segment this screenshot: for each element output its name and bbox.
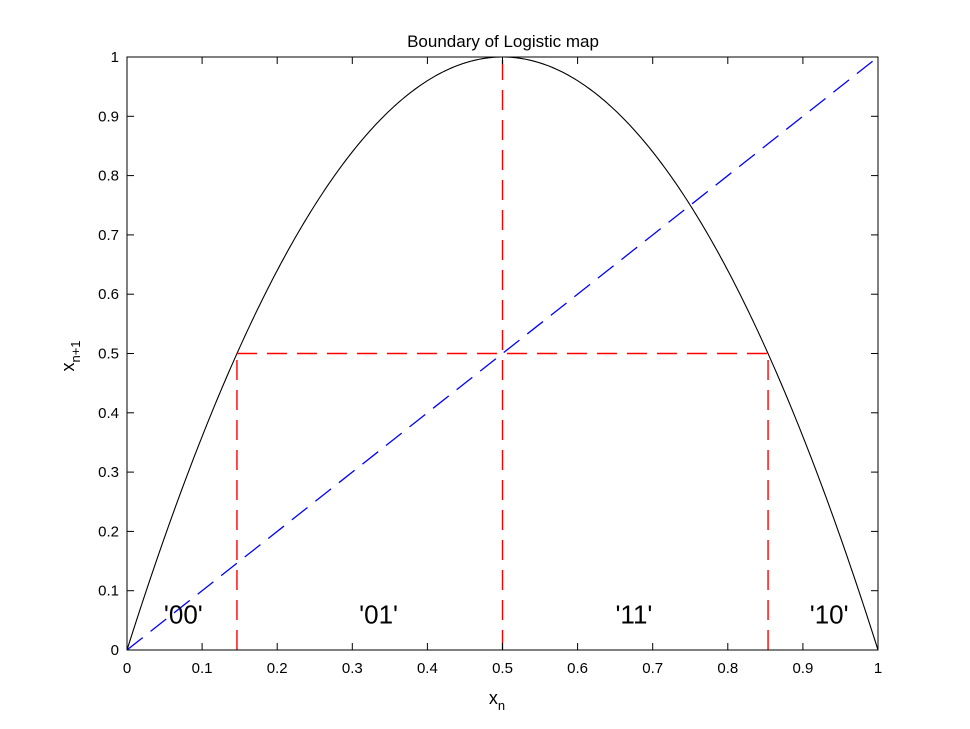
diagonal-line — [127, 57, 878, 650]
y-tick-label: 0.6 — [98, 286, 119, 303]
y-tick-label: 0.8 — [98, 168, 119, 185]
x-axis-title-subscript: n — [498, 698, 505, 713]
x-tick-label: 0.1 — [192, 660, 213, 677]
x-tick-label: 0 — [123, 660, 131, 677]
x-tick-label: 0.5 — [492, 660, 513, 677]
region-label: '11' — [615, 599, 652, 629]
region-label: '10' — [810, 599, 849, 629]
x-tick-label: 0.4 — [417, 660, 438, 677]
region-labels: '00' '01' '11' '10' — [164, 599, 849, 629]
y-tick-label: 0.4 — [98, 405, 119, 422]
x-tick-label: 1 — [874, 660, 882, 677]
x-axis-title-main: x — [489, 688, 498, 708]
y-axis-title-subscript: n+1 — [68, 340, 83, 362]
x-tick-label: 0.6 — [567, 660, 588, 677]
x-tick-label: 0.8 — [717, 660, 738, 677]
y-axis-title-main: x — [58, 363, 78, 372]
y-tick-label: 0 — [111, 642, 119, 659]
logistic-curve — [127, 57, 878, 650]
plot-area — [127, 57, 878, 650]
chart-title: Boundary of Logistic map — [407, 32, 599, 51]
x-tick-label: 0.9 — [792, 660, 813, 677]
x-tick-label: 0.7 — [642, 660, 663, 677]
axis-ticks: 0 0.1 0.2 0.3 0.4 0.5 0.6 0.7 0.8 0.9 1 0 0.1 0.2 0.3 0… — [98, 49, 882, 677]
y-tick-label: 0.3 — [98, 464, 119, 481]
y-tick-label: 0.1 — [98, 583, 119, 600]
region-label: '00' — [164, 599, 203, 629]
y-axis-title: xn+1 — [58, 340, 83, 371]
x-tick-label: 0.2 — [267, 660, 288, 677]
region-label: '01' — [359, 599, 398, 629]
y-tick-label: 0.5 — [98, 346, 119, 363]
y-tick-label: 0.7 — [98, 227, 119, 244]
y-tick-label: 1 — [111, 49, 119, 66]
x-axis-title: xn — [489, 688, 505, 713]
y-tick-label: 0.9 — [98, 108, 119, 125]
x-tick-label: 0.3 — [342, 660, 363, 677]
y-tick-label: 0.2 — [98, 523, 119, 540]
